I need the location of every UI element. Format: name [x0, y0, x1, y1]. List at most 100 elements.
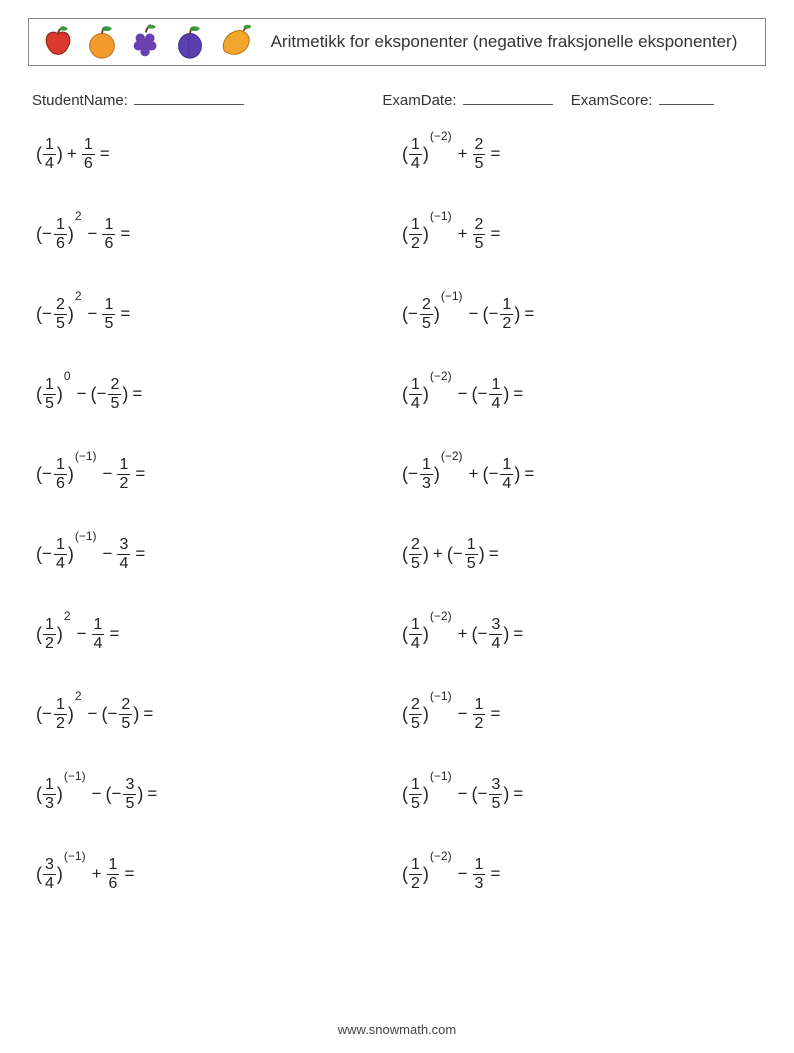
meta-student: StudentName:	[32, 90, 382, 109]
equals-sign: =	[105, 624, 123, 644]
fraction: 1 3	[43, 776, 56, 813]
numerator: 1	[54, 456, 67, 474]
apple-icon	[39, 23, 77, 61]
numerator: 1	[409, 776, 422, 794]
numerator: 2	[473, 216, 486, 234]
denominator: 4	[409, 395, 422, 413]
fraction: 1 4	[54, 536, 67, 573]
fraction: 1 2	[409, 856, 422, 893]
worksheet-title: Aritmetikk for eksponenter (negative fra…	[253, 31, 755, 52]
fraction: 1 6	[54, 456, 67, 493]
rparen: )	[423, 864, 429, 885]
problem: (− 1 6 )(−1)− 1 2 =	[36, 451, 392, 497]
numerator: 1	[107, 856, 120, 874]
equals-sign: =	[485, 544, 503, 564]
fraction: 1 6	[54, 216, 67, 253]
operator: +	[454, 224, 472, 244]
equals-sign: =	[486, 704, 504, 724]
lparen: (	[36, 384, 42, 405]
denominator: 5	[409, 555, 422, 573]
lparen: (	[402, 224, 408, 245]
meta-row: StudentName: ExamDate: ExamScore:	[32, 90, 762, 109]
rparen: )	[423, 704, 429, 725]
lparen: (	[36, 624, 42, 645]
fraction: 3 4	[489, 616, 502, 653]
problem: ( 1 2 )(−1)+ 2 5 =	[402, 211, 758, 257]
date-label: ExamDate:	[382, 92, 456, 109]
exponent: (−2)	[430, 849, 454, 863]
denominator: 5	[54, 315, 67, 333]
fraction: 1 4	[409, 376, 422, 413]
operator: −	[84, 704, 102, 724]
denominator: 6	[54, 475, 67, 493]
operator: +	[429, 544, 447, 564]
header-box: Aritmetikk for eksponenter (negative fra…	[28, 18, 766, 66]
exponent: 2	[64, 609, 73, 623]
meta-score: ExamScore:	[571, 90, 714, 109]
problem: ( 1 5 )0−(− 2 5 )=	[36, 371, 392, 417]
operator: −	[465, 304, 483, 324]
denominator: 4	[489, 635, 502, 653]
denominator: 5	[420, 315, 433, 333]
minus-sign: −	[478, 784, 489, 804]
numerator: 3	[123, 776, 136, 794]
rparen: )	[423, 224, 429, 245]
denominator: 2	[117, 475, 130, 493]
fraction: 1 4	[500, 456, 513, 493]
numerator: 3	[117, 536, 130, 554]
problem: ( 2 5 )+(− 1 5 )=	[402, 531, 758, 577]
minus-sign: −	[478, 384, 489, 404]
exponent: (−2)	[441, 449, 465, 463]
problem: (− 1 3 )(−2)+(− 1 4 )=	[402, 451, 758, 497]
exponent: (−1)	[75, 449, 99, 463]
numerator: 1	[465, 536, 478, 554]
denominator: 4	[500, 475, 513, 493]
exponent: (−1)	[64, 769, 88, 783]
denominator: 3	[420, 475, 433, 493]
problem: ( 1 2 )(−2)− 1 3 =	[402, 851, 758, 897]
fraction: 2 5	[409, 696, 422, 733]
score-label: ExamScore:	[571, 92, 653, 109]
denominator: 5	[123, 795, 136, 813]
problem: ( 1 4 )(−2)−(− 1 4 )=	[402, 371, 758, 417]
denominator: 4	[92, 635, 105, 653]
fraction: 1 5	[409, 776, 422, 813]
equals-sign: =	[520, 464, 538, 484]
fraction: 1 3	[420, 456, 433, 493]
denominator: 2	[409, 235, 422, 253]
fraction: 1 2	[43, 616, 56, 653]
equals-sign: =	[139, 704, 157, 724]
exponent: (−1)	[430, 689, 454, 703]
rparen: )	[68, 544, 74, 565]
exponent: (−1)	[430, 769, 454, 783]
fraction: 1 3	[473, 856, 486, 893]
denominator: 5	[473, 235, 486, 253]
lparen: (	[402, 144, 408, 165]
denominator: 2	[43, 635, 56, 653]
operator: −	[454, 384, 472, 404]
fraction: 1 5	[465, 536, 478, 573]
exponent: (−1)	[430, 209, 454, 223]
fraction: 2 5	[54, 296, 67, 333]
numerator: 2	[409, 536, 422, 554]
exponent: (−1)	[441, 289, 465, 303]
plum-icon	[171, 23, 209, 61]
problem: (− 1 4 )(−1)− 3 4 =	[36, 531, 392, 577]
rparen: )	[423, 144, 429, 165]
numerator: 1	[54, 536, 67, 554]
rparen: )	[434, 304, 440, 325]
fraction: 2 5	[108, 376, 121, 413]
problem: (− 1 2 )2−(− 2 5 )=	[36, 691, 392, 737]
numerator: 2	[119, 696, 132, 714]
rparen: )	[423, 784, 429, 805]
denominator: 5	[473, 155, 486, 173]
equals-sign: =	[509, 384, 527, 404]
denominator: 2	[500, 315, 513, 333]
exponent: (−2)	[430, 129, 454, 143]
lparen: (	[402, 704, 408, 725]
problem: ( 1 4 )(−2)+(− 3 4 )=	[402, 611, 758, 657]
equals-sign: =	[116, 304, 134, 324]
numerator: 1	[117, 456, 130, 474]
numerator: 2	[54, 296, 67, 314]
denominator: 2	[409, 875, 422, 893]
